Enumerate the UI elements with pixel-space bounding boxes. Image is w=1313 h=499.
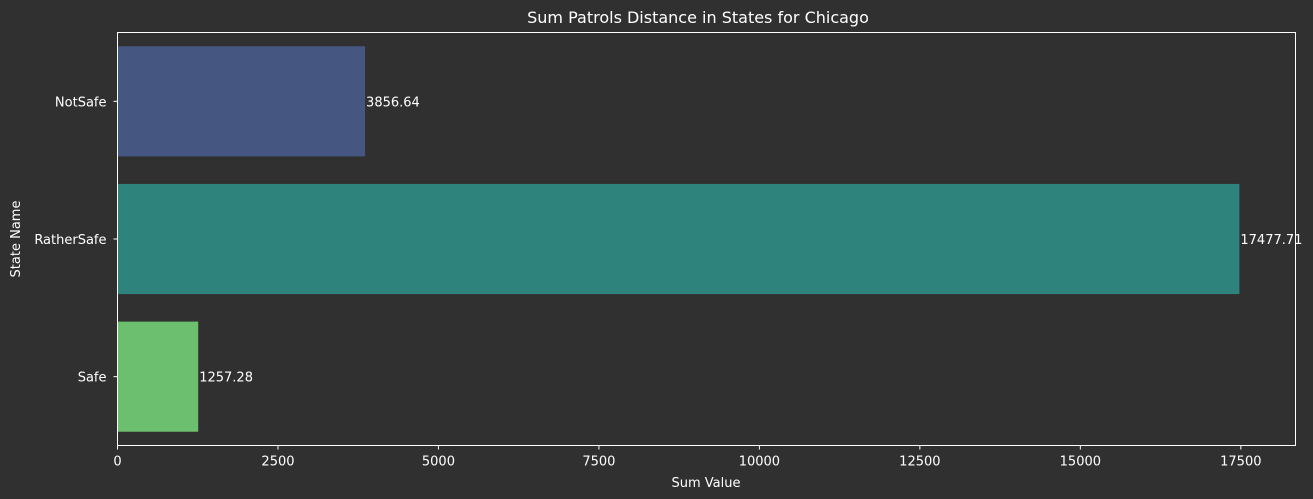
bars-group <box>117 46 1240 432</box>
x-tick-label-2500: 2500 <box>261 455 294 470</box>
value-label-safe: 1257.28 <box>199 371 253 386</box>
x-tick-label-12500: 12500 <box>899 455 940 470</box>
chart-title: Sum Patrols Distance in States for Chica… <box>527 8 869 27</box>
x-axis-ticks: 0 2500 5000 7500 10000 12500 15000 17500 <box>113 445 1261 470</box>
y-axis-ticks: NotSafe RatherSafe Safe <box>34 95 118 386</box>
x-tick-label-10000: 10000 <box>739 455 780 470</box>
x-tick-label-5000: 5000 <box>422 455 455 470</box>
x-tick-label-7500: 7500 <box>582 455 615 470</box>
x-tick-label-15000: 15000 <box>1060 455 1101 470</box>
x-axis-label: Sum Value <box>672 476 741 491</box>
plot-frame <box>117 32 1296 446</box>
y-tick-label-rathersafe: RatherSafe <box>34 233 106 248</box>
bar-safe <box>117 321 199 432</box>
y-tick-label-safe: Safe <box>78 371 107 386</box>
y-axis-label: State Name <box>9 201 24 278</box>
x-tick-label-0: 0 <box>113 455 121 470</box>
bar-notsafe <box>117 46 366 157</box>
value-label-rathersafe: 17477.71 <box>1240 233 1302 248</box>
value-label-notsafe: 3856.64 <box>366 95 420 110</box>
y-tick-label-notsafe: NotSafe <box>55 95 107 110</box>
value-labels-group: 3856.64 17477.71 1257.28 <box>199 95 1302 385</box>
bar-rathersafe <box>117 183 1240 295</box>
x-tick-label-17500: 17500 <box>1220 455 1261 470</box>
